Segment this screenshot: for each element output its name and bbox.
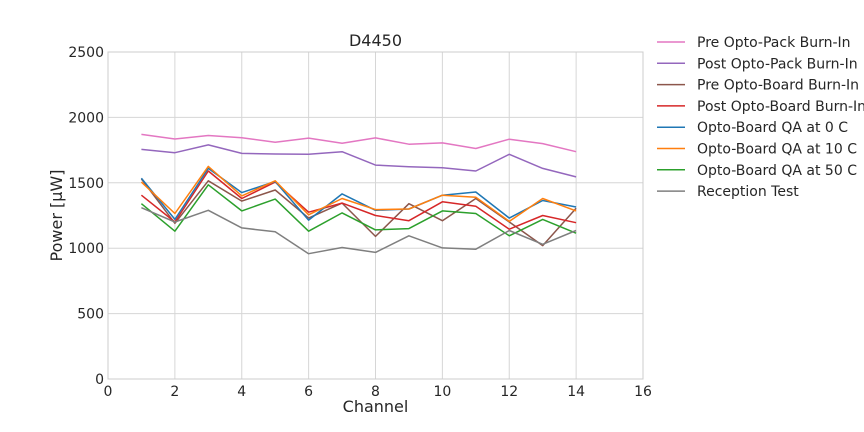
legend-label-2: Pre Opto-Board Burn-In — [697, 78, 859, 94]
legend-label-5: Opto-Board QA at 10 C — [697, 142, 857, 158]
y-tick-label-3: 1500 — [68, 176, 104, 192]
x-tick-label-2: 4 — [237, 384, 246, 400]
y-tick-label-4: 2000 — [68, 110, 104, 126]
y-tick-label-2: 1000 — [68, 241, 104, 257]
series-line-4 — [140, 167, 577, 221]
plot-frame — [107, 51, 644, 380]
series-lines — [140, 133, 577, 255]
x-tick-label-0: 0 — [104, 384, 113, 400]
legend-label-1: Post Opto-Pack Burn-In — [697, 56, 858, 72]
legend-label-7: Reception Test — [697, 184, 799, 200]
legend-label-0: Pre Opto-Pack Burn-In — [697, 35, 851, 51]
y-tick-labels: 0 500 1000 1500 2000 2500 — [68, 45, 104, 388]
y-tick-label-1: 500 — [77, 307, 104, 323]
x-tick-label-5: 10 — [433, 384, 451, 400]
series-line-0 — [141, 133, 577, 153]
x-tick-label-3: 6 — [304, 384, 313, 400]
x-tick-label-7: 14 — [567, 384, 585, 400]
x-tick-label-1: 2 — [170, 384, 179, 400]
x-axis-title: Channel — [343, 397, 409, 416]
y-tick-label-0: 0 — [95, 372, 104, 388]
series-line-1 — [141, 144, 577, 178]
x-tick-label-6: 12 — [500, 384, 518, 400]
legend-label-3: Post Opto-Board Burn-In — [697, 99, 864, 115]
legend: Pre Opto-Pack Burn-In Post Opto-Pack Burn… — [657, 35, 864, 200]
series-line-3 — [140, 170, 577, 230]
series-line-6 — [140, 184, 577, 237]
series-line-5 — [140, 165, 577, 223]
x-tick-labels: 0 2 4 6 8 10 12 14 16 — [104, 384, 652, 400]
y-axis-title: Power [μW] — [47, 170, 66, 262]
legend-label-4: Opto-Board QA at 0 C — [697, 120, 848, 136]
series-line-7 — [141, 207, 577, 255]
x-tick-label-4: 8 — [371, 384, 380, 400]
y-tick-label-5: 2500 — [68, 45, 104, 61]
x-tick-label-8: 16 — [634, 384, 652, 400]
chart-title: D4450 — [349, 31, 402, 50]
legend-label-6: Opto-Board QA at 50 C — [697, 163, 857, 179]
